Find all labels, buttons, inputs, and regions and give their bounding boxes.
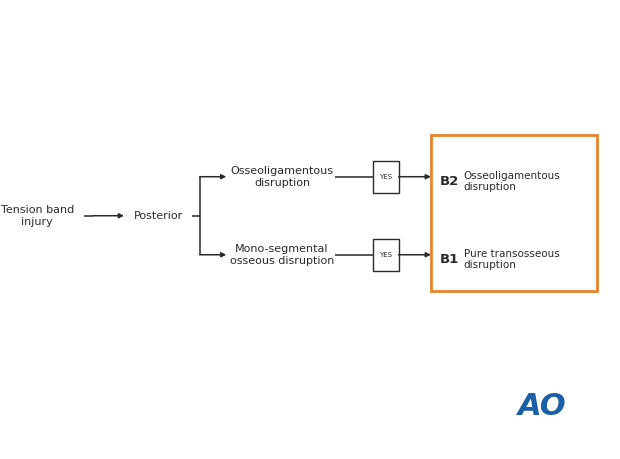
Text: Posterior: Posterior — [133, 211, 183, 221]
Text: Pure transosseous
disruption: Pure transosseous disruption — [464, 248, 559, 270]
Text: Osseoligamentous
disruption: Osseoligamentous disruption — [464, 170, 560, 192]
Text: YES: YES — [379, 252, 392, 258]
Text: YES: YES — [379, 174, 392, 180]
FancyBboxPatch shape — [431, 135, 597, 291]
Text: B2: B2 — [440, 175, 459, 188]
FancyBboxPatch shape — [373, 161, 399, 193]
Text: Osseoligamentous
disruption: Osseoligamentous disruption — [231, 166, 334, 188]
Text: Mono-segmental
osseous disruption: Mono-segmental osseous disruption — [230, 244, 334, 266]
Text: AO: AO — [518, 392, 567, 421]
FancyBboxPatch shape — [373, 239, 399, 271]
Text: B1: B1 — [440, 253, 459, 266]
Text: Tension band
injury: Tension band injury — [1, 205, 74, 227]
